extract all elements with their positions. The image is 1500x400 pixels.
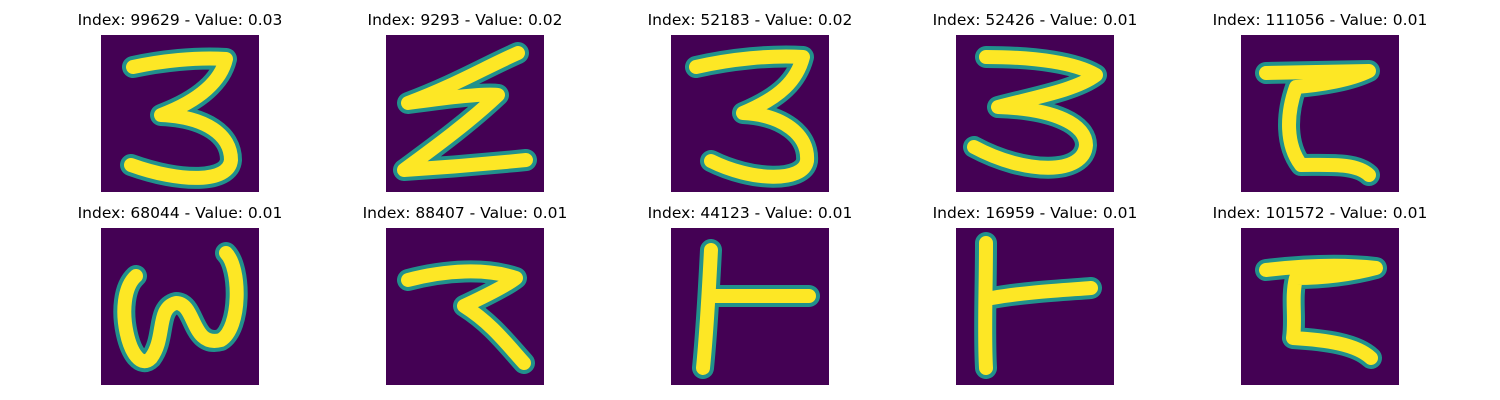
panel-title: Index: 52426 - Value: 0.01 [932, 11, 1138, 29]
panel-title: Index: 88407 - Value: 0.01 [362, 204, 568, 222]
digit-image [386, 35, 544, 192]
panel-title: Index: 44123 - Value: 0.01 [647, 204, 853, 222]
digit-image [386, 228, 544, 385]
digit-image [671, 35, 829, 192]
digit-image [956, 228, 1114, 385]
digit-image [101, 228, 259, 385]
digit-image [956, 35, 1114, 192]
panel-title: Index: 68044 - Value: 0.01 [77, 204, 283, 222]
digit-image [1241, 228, 1399, 385]
digit-image [671, 228, 829, 385]
panel-title: Index: 16959 - Value: 0.01 [932, 204, 1138, 222]
digit-image [1241, 35, 1399, 192]
panel-title: Index: 111056 - Value: 0.01 [1212, 11, 1428, 29]
panel-title: Index: 101572 - Value: 0.01 [1212, 204, 1428, 222]
panel-title: Index: 52183 - Value: 0.02 [647, 11, 853, 29]
panel-title: Index: 9293 - Value: 0.02 [367, 11, 563, 29]
digit-image [101, 35, 259, 192]
panel-title: Index: 99629 - Value: 0.03 [77, 11, 283, 29]
